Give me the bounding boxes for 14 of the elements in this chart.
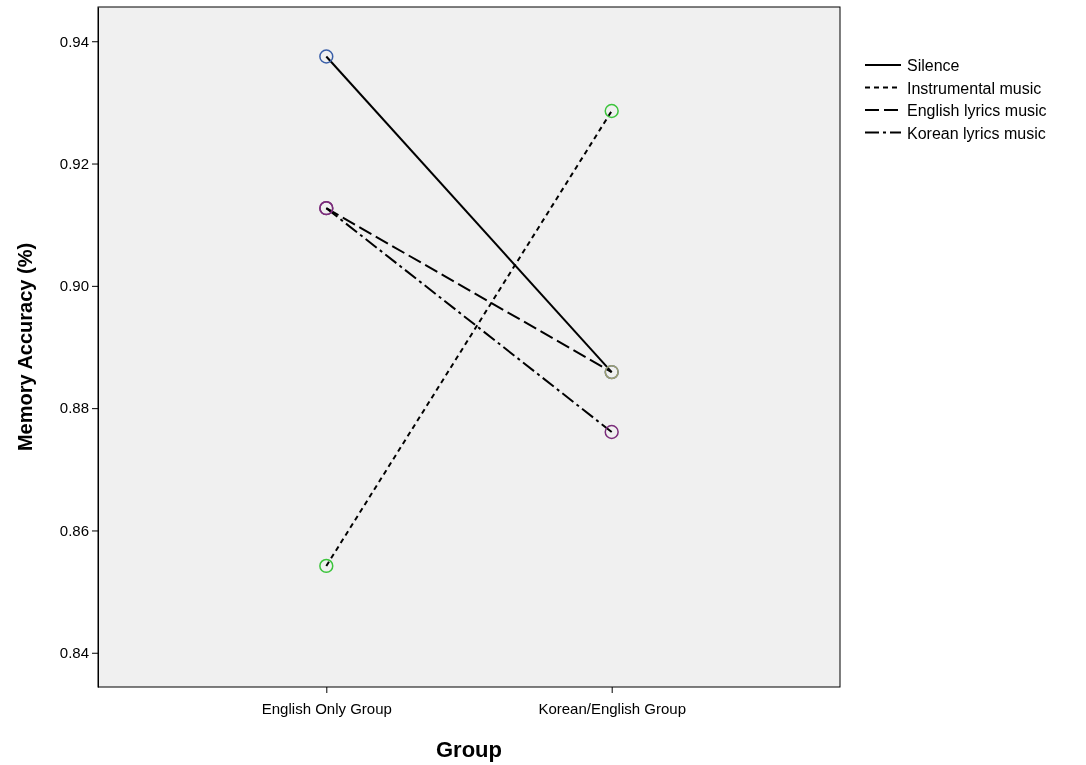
y-tick-label: 0.84: [59, 644, 89, 662]
legend-label: Korean lyrics music: [907, 124, 1046, 142]
y-tick-label: 0.94: [59, 32, 89, 50]
legend-label: Silence: [907, 57, 960, 74]
legend-label: English lyrics music: [907, 102, 1047, 119]
y-tick-label: 0.88: [59, 399, 89, 417]
x-tick-label: Korean/English Group: [538, 700, 686, 717]
x-tick-label: English Only Group: [261, 700, 392, 717]
x-axis-title: Group: [436, 737, 502, 762]
y-tick-label: 0.90: [59, 277, 89, 295]
y-tick-label: 0.92: [59, 154, 89, 172]
y-axis-title: Memory Accuracy (%): [14, 242, 36, 452]
legend-label: Instrumental music: [907, 79, 1042, 97]
y-tick-label: 0.86: [59, 521, 89, 539]
